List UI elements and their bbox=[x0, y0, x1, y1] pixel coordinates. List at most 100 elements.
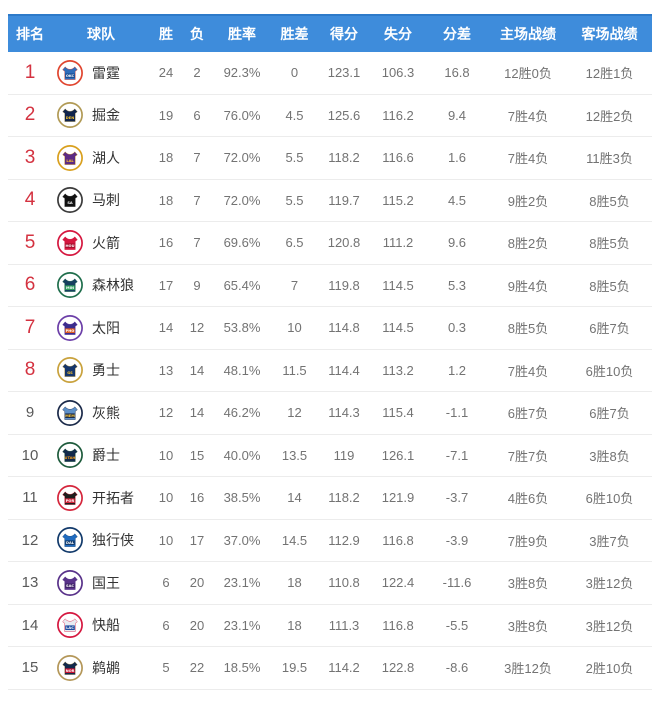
losses-value: 7 bbox=[182, 136, 212, 180]
rank-value: 4 bbox=[8, 179, 52, 222]
win-pct-value: 53.8% bbox=[212, 306, 272, 350]
team-row: 3 LAL 湖人 18 7 72.0% 5.5 118.2 116.6 1.6 … bbox=[8, 136, 652, 180]
team-name: 森林狼 bbox=[92, 277, 134, 294]
losses-value: 22 bbox=[182, 646, 212, 690]
team-logo-icon: PHO bbox=[57, 314, 83, 341]
home-record-value: 3胜8负 bbox=[489, 604, 567, 647]
points-for-value: 123.1 bbox=[317, 52, 371, 95]
team-link[interactable]: LAL 湖人 bbox=[52, 144, 150, 171]
team-link[interactable]: MIN 森林狼 bbox=[52, 272, 150, 299]
rank-value: 5 bbox=[8, 221, 52, 265]
point-diff-value: -3.7 bbox=[425, 476, 489, 520]
home-record-value: 7胜4负 bbox=[489, 136, 567, 180]
points-for-value: 112.9 bbox=[317, 519, 371, 562]
win-pct-value: 37.0% bbox=[212, 519, 272, 562]
svg-text:PHO: PHO bbox=[66, 329, 75, 333]
team-name: 掘金 bbox=[92, 107, 120, 124]
team-logo-icon: GS bbox=[57, 357, 83, 384]
points-for-value: 119.8 bbox=[317, 264, 371, 307]
losses-value: 16 bbox=[182, 476, 212, 520]
games-behind-value: 19.5 bbox=[272, 646, 317, 690]
team-link[interactable]: GS 勇士 bbox=[52, 357, 150, 384]
win-pct-value: 72.0% bbox=[212, 136, 272, 180]
team-logo-icon: LAL bbox=[57, 144, 83, 171]
team-cell: SA 马刺 bbox=[52, 179, 150, 222]
team-link[interactable]: DEN 掘金 bbox=[52, 102, 150, 129]
team-logo-icon: SAC bbox=[57, 569, 83, 596]
team-name: 火箭 bbox=[92, 234, 120, 251]
team-cell: POR 开拓者 bbox=[52, 476, 150, 520]
away-record-value: 12胜1负 bbox=[567, 52, 652, 95]
points-against-value: 111.2 bbox=[371, 221, 425, 265]
team-link[interactable]: DAL 独行侠 bbox=[52, 527, 150, 554]
wins-value: 18 bbox=[150, 136, 182, 180]
wins-value: 19 bbox=[150, 94, 182, 137]
win-pct-value: 18.5% bbox=[212, 646, 272, 690]
wins-value: 10 bbox=[150, 519, 182, 562]
svg-text:MIN: MIN bbox=[66, 286, 74, 290]
home-record-value: 9胜4负 bbox=[489, 264, 567, 307]
team-logo-icon: HOU bbox=[57, 229, 83, 256]
wins-value: 6 bbox=[150, 604, 182, 647]
col-header-losses: 负 bbox=[182, 14, 212, 52]
away-record-value: 8胜5负 bbox=[567, 179, 652, 222]
points-against-value: 116.8 bbox=[371, 604, 425, 647]
team-link[interactable]: MEM 灰熊 bbox=[52, 399, 150, 426]
team-link[interactable]: PHO 太阳 bbox=[52, 314, 150, 341]
losses-value: 12 bbox=[182, 306, 212, 350]
team-row: 6 MIN 森林狼 17 9 65.4% 7 119.8 114.5 5.3 9… bbox=[8, 264, 652, 307]
team-cell: MEM 灰熊 bbox=[52, 391, 150, 435]
points-for-value: 114.8 bbox=[317, 306, 371, 350]
svg-text:DAL: DAL bbox=[66, 541, 75, 545]
team-cell: HOU 火箭 bbox=[52, 221, 150, 265]
team-cell: MIN 森林狼 bbox=[52, 264, 150, 307]
rank-value: 6 bbox=[8, 264, 52, 307]
points-against-value: 115.2 bbox=[371, 179, 425, 222]
home-record-value: 8胜5负 bbox=[489, 306, 567, 350]
team-link[interactable]: LAC 快船 bbox=[52, 612, 150, 639]
points-for-value: 114.3 bbox=[317, 391, 371, 435]
svg-text:POR: POR bbox=[66, 499, 75, 503]
rank-value: 10 bbox=[8, 434, 52, 477]
win-pct-value: 65.4% bbox=[212, 264, 272, 307]
wins-value: 10 bbox=[150, 476, 182, 520]
losses-value: 15 bbox=[182, 434, 212, 477]
wins-value: 14 bbox=[150, 306, 182, 350]
col-header-points-against: 失分 bbox=[371, 14, 425, 52]
team-link[interactable]: POR 开拓者 bbox=[52, 484, 150, 511]
svg-text:GS: GS bbox=[67, 371, 73, 375]
team-name: 独行侠 bbox=[92, 532, 134, 549]
team-cell: LAL 湖人 bbox=[52, 136, 150, 180]
games-behind-value: 18 bbox=[272, 561, 317, 605]
wins-value: 18 bbox=[150, 179, 182, 222]
team-link[interactable]: UTAH 爵士 bbox=[52, 442, 150, 469]
team-link[interactable]: NOR 鹈鹕 bbox=[52, 654, 150, 681]
points-for-value: 119 bbox=[317, 434, 371, 477]
win-pct-value: 40.0% bbox=[212, 434, 272, 477]
team-cell: LAC 快船 bbox=[52, 604, 150, 647]
away-record-value: 6胜10负 bbox=[567, 476, 652, 520]
points-against-value: 122.4 bbox=[371, 561, 425, 605]
team-link[interactable]: SAC 国王 bbox=[52, 569, 150, 596]
win-pct-value: 38.5% bbox=[212, 476, 272, 520]
points-against-value: 115.4 bbox=[371, 391, 425, 435]
win-pct-value: 46.2% bbox=[212, 391, 272, 435]
team-logo-icon: LAC bbox=[57, 612, 83, 639]
points-against-value: 113.2 bbox=[371, 349, 425, 392]
team-row: 13 SAC 国王 6 20 23.1% 18 110.8 122.4 -11.… bbox=[8, 561, 652, 605]
svg-text:UTAH: UTAH bbox=[65, 456, 76, 460]
team-link[interactable]: SA 马刺 bbox=[52, 187, 150, 214]
away-record-value: 3胜7负 bbox=[567, 519, 652, 562]
win-pct-value: 76.0% bbox=[212, 94, 272, 137]
rank-value: 15 bbox=[8, 646, 52, 690]
col-header-team: 球队 bbox=[52, 14, 150, 52]
games-behind-value: 14 bbox=[272, 476, 317, 520]
team-link[interactable]: OKC 雷霆 bbox=[52, 59, 150, 86]
point-diff-value: 1.2 bbox=[425, 349, 489, 392]
point-diff-value: -5.5 bbox=[425, 604, 489, 647]
points-against-value: 122.8 bbox=[371, 646, 425, 690]
team-link[interactable]: HOU 火箭 bbox=[52, 229, 150, 256]
away-record-value: 6胜10负 bbox=[567, 349, 652, 392]
wins-value: 17 bbox=[150, 264, 182, 307]
team-name: 鹈鹕 bbox=[92, 659, 120, 676]
